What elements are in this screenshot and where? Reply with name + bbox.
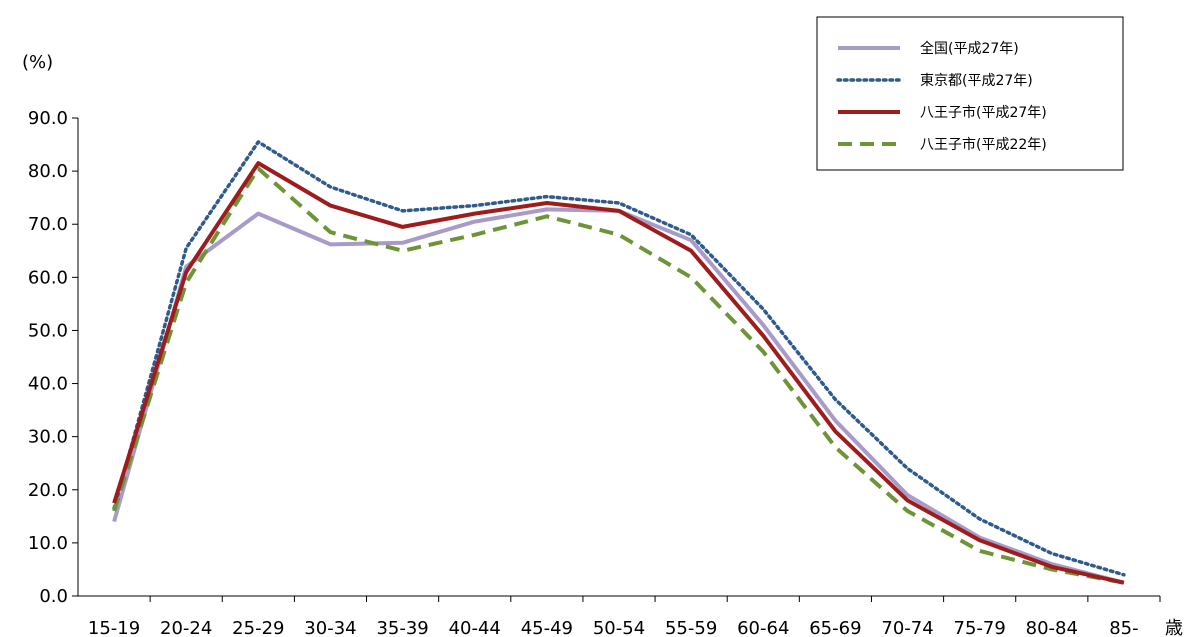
axes [77,118,1160,597]
series-line-4 [112,166,1125,585]
legend-label-4: 八王子市(平成22年) [920,136,1047,153]
x-tick-label: 45-49 [521,618,573,637]
x-tick-label: 80-84 [1026,618,1078,637]
y-tick-label: 50.0 [28,320,68,341]
y-tick-label: 20.0 [28,480,68,501]
x-tick-label: 65-69 [809,618,861,637]
x-tick-label: 30-34 [304,618,356,637]
x-tick-label: 70-74 [881,618,933,637]
x-tick-label: 85- [1109,618,1138,637]
legend-label-1: 全国(平成27年) [920,40,1019,57]
y-tick-label: 40.0 [28,374,68,395]
y-tick-label: 90.0 [28,108,68,129]
legend-box [816,16,1124,171]
x-tick-label: 55-59 [665,618,717,637]
series-line-1 [112,207,1125,585]
legend-label-3: 八王子市(平成27年) [920,104,1047,121]
x-tick-label: 60-64 [737,618,789,637]
y-tick-label: 10.0 [28,533,68,554]
y-tick-label: 0.0 [39,586,68,607]
x-tick-label: 40-44 [449,618,501,637]
series-line-2 [112,140,1126,577]
y-tick-label: 60.0 [28,267,68,288]
x-tick-label: 50-54 [593,618,645,637]
x-tick-label: 15-19 [88,618,140,637]
series-layer [112,140,1126,585]
y-axis-ticks: 0.0 10.0 20.0 30.0 40.0 50.0 60.0 70.0 80.0 90.0 [28,108,78,607]
y-unit-label: (%) [22,52,53,73]
series-line-3 [112,161,1125,585]
y-tick-label: 80.0 [28,161,68,182]
x-tick-label: 25-29 [232,618,284,637]
x-tick-label: 75-79 [954,618,1006,637]
x-tick-label: 20-24 [160,618,212,637]
x-unit-label: 歳 [1165,618,1183,637]
y-tick-label: 30.0 [28,427,68,448]
legend: 全国(平成27年) 東京都(平成27年) 八王子市(平成27年) 八王子市(平成22年… [816,16,1124,171]
y-tick-label: 70.0 [28,214,68,235]
x-tick-label: 35-39 [376,618,428,637]
legend-label-2: 東京都(平成27年) [920,73,1033,89]
x-axis-ticks: 15-19 20-24 25-29 30-34 35-39 40-44 45-49 50-54… [88,596,1161,637]
